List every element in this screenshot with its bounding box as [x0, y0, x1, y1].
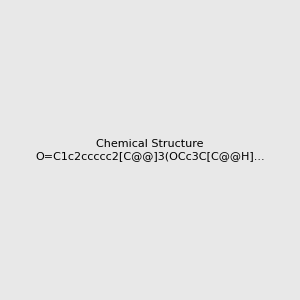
Text: Chemical Structure
O=C1c2ccccc2[C@@]3(OCc3C[C@@H]...: Chemical Structure O=C1c2ccccc2[C@@]3(OC… — [35, 139, 265, 161]
